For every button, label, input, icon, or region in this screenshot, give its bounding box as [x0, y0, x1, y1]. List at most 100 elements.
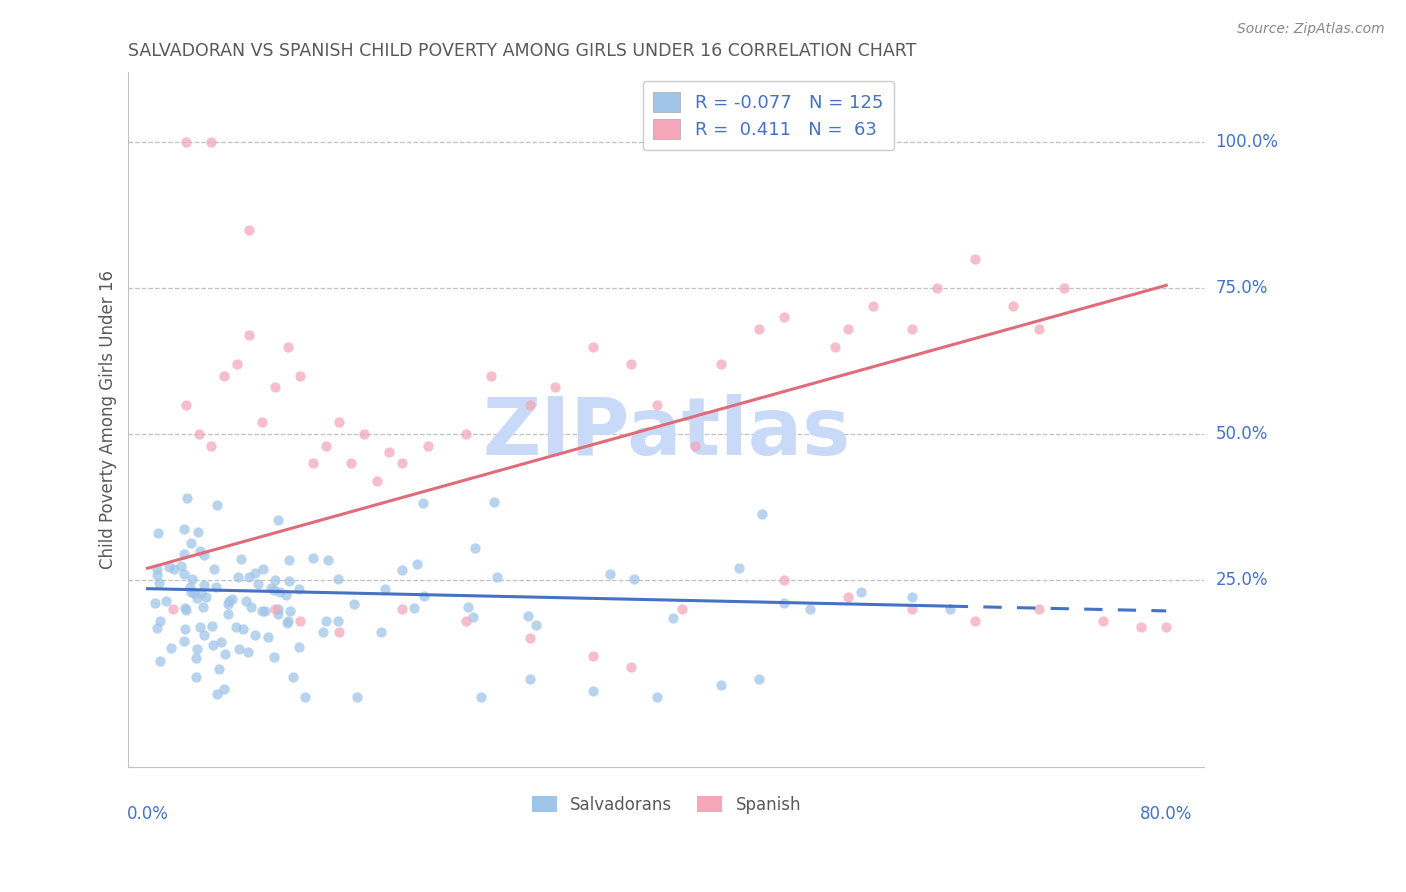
Point [773, 310, 796, 325]
Point [900, 591, 922, 605]
Point [281, 670, 304, 684]
Point [416, 439, 439, 453]
Point [174, 136, 197, 150]
Point [315, 439, 337, 453]
Point [484, 495, 506, 509]
Point [217, 598, 239, 612]
Point [454, 427, 477, 442]
Point [353, 427, 375, 442]
Point [402, 600, 425, 615]
Point [200, 136, 222, 150]
Point [207, 498, 229, 512]
Point [146, 621, 169, 635]
Point [340, 456, 363, 470]
Point [366, 474, 388, 488]
Point [225, 620, 247, 634]
Point [193, 628, 215, 642]
Point [837, 322, 859, 336]
Point [149, 614, 172, 628]
Point [257, 630, 280, 644]
Point [173, 522, 195, 536]
Point [661, 611, 683, 625]
Point [193, 548, 215, 562]
Point [326, 572, 349, 586]
Point [1028, 602, 1050, 616]
Point [174, 603, 197, 617]
Y-axis label: Child Poverty Among Girls Under 16: Child Poverty Among Girls Under 16 [100, 270, 117, 569]
Point [412, 496, 434, 510]
Point [470, 690, 492, 704]
Point [328, 416, 350, 430]
Point [302, 456, 325, 470]
Point [479, 368, 502, 383]
Point [202, 562, 225, 576]
Point [412, 589, 434, 603]
Point [209, 634, 232, 648]
Point [186, 642, 208, 657]
Point [228, 641, 250, 656]
Point [290, 614, 312, 628]
Point [157, 559, 180, 574]
Point [343, 597, 366, 611]
Point [925, 281, 948, 295]
Point [264, 380, 287, 394]
Point [174, 398, 197, 412]
Point [266, 513, 288, 527]
Point [238, 645, 260, 659]
Point [264, 602, 287, 616]
Point [824, 340, 846, 354]
Point [486, 570, 509, 584]
Point [849, 584, 872, 599]
Point [173, 547, 195, 561]
Point [146, 526, 169, 541]
Point [238, 223, 260, 237]
Point [180, 572, 202, 586]
Point [278, 552, 301, 566]
Text: 75.0%: 75.0% [1216, 279, 1268, 297]
Text: 25.0%: 25.0% [1216, 571, 1268, 589]
Point [315, 614, 337, 628]
Point [709, 357, 731, 371]
Point [727, 561, 749, 575]
Point [620, 660, 643, 674]
Point [773, 596, 796, 610]
Point [173, 600, 195, 615]
Point [183, 585, 205, 599]
Point [1002, 299, 1025, 313]
Point [544, 380, 567, 394]
Text: 100.0%: 100.0% [1216, 134, 1278, 152]
Point [302, 550, 325, 565]
Point [900, 322, 922, 336]
Point [517, 609, 540, 624]
Point [201, 638, 224, 652]
Text: 50.0%: 50.0% [1216, 425, 1268, 443]
Point [214, 647, 236, 661]
Point [1028, 322, 1050, 336]
Point [278, 604, 301, 618]
Point [149, 654, 172, 668]
Point [938, 602, 960, 616]
Point [225, 357, 247, 371]
Point [519, 632, 541, 646]
Point [229, 552, 252, 566]
Point [328, 625, 350, 640]
Point [180, 536, 202, 550]
Point [264, 574, 287, 588]
Point [179, 581, 201, 595]
Text: SALVADORAN VS SPANISH CHILD POVERTY AMONG GIRLS UNDER 16 CORRELATION CHART: SALVADORAN VS SPANISH CHILD POVERTY AMON… [128, 42, 917, 60]
Point [582, 683, 605, 698]
Point [146, 568, 169, 582]
Point [599, 566, 621, 581]
Point [263, 650, 285, 665]
Point [155, 594, 177, 608]
Legend: Salvadorans, Spanish: Salvadorans, Spanish [524, 789, 808, 821]
Point [193, 578, 215, 592]
Point [190, 585, 212, 599]
Point [174, 622, 197, 636]
Point [748, 672, 770, 686]
Point [900, 602, 922, 616]
Point [180, 585, 202, 599]
Point [208, 662, 231, 676]
Point [169, 558, 191, 573]
Point [965, 252, 987, 266]
